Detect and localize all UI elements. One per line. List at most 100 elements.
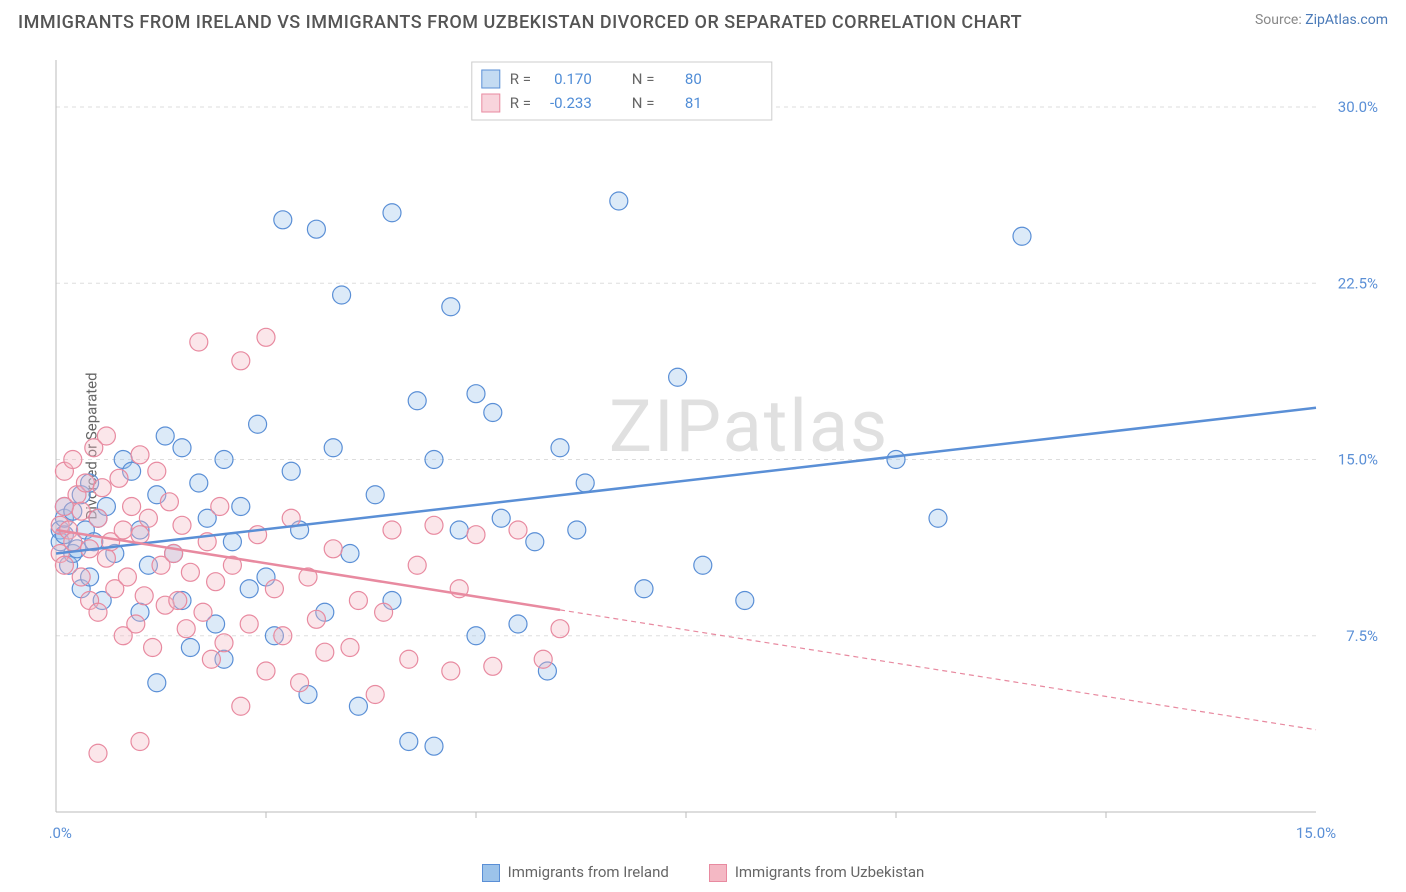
data-point (55, 556, 73, 574)
data-point (551, 620, 569, 638)
data-point (215, 451, 233, 469)
data-point (467, 627, 485, 645)
data-point (240, 615, 258, 633)
data-point (568, 521, 586, 539)
data-point (425, 737, 443, 755)
data-point (148, 462, 166, 480)
data-point (467, 385, 485, 403)
data-point (93, 479, 111, 497)
legend-swatch (709, 864, 727, 882)
data-point (181, 563, 199, 581)
data-point (307, 220, 325, 238)
data-point (131, 526, 149, 544)
data-point (324, 540, 342, 558)
data-point (232, 498, 250, 516)
data-point (76, 474, 94, 492)
data-point (349, 697, 367, 715)
data-point (635, 580, 653, 598)
data-point (118, 568, 136, 586)
chart-title: IMMIGRANTS FROM IRELAND VS IMMIGRANTS FR… (18, 12, 1022, 33)
x-tick-label: 0.0% (50, 824, 72, 842)
legend-r-value: 0.170 (554, 70, 592, 88)
data-point (240, 580, 258, 598)
watermark: ZIPatlas (609, 384, 889, 469)
data-point (551, 439, 569, 457)
data-point (366, 686, 384, 704)
data-point (156, 427, 174, 445)
legend-label: Immigrants from Ireland (508, 863, 669, 881)
data-point (173, 439, 191, 457)
data-point (72, 568, 90, 586)
data-point (257, 328, 275, 346)
data-point (526, 533, 544, 551)
data-point (223, 533, 241, 551)
y-tick-label: 22.5% (1338, 274, 1378, 292)
data-point (442, 662, 460, 680)
x-tick-label: 15.0% (1296, 824, 1336, 842)
data-point (148, 674, 166, 692)
data-point (114, 521, 132, 539)
data-point (375, 603, 393, 621)
data-point (425, 451, 443, 469)
data-point (736, 592, 754, 610)
legend-r-label: R = (510, 70, 531, 88)
data-point (467, 526, 485, 544)
data-point (97, 427, 115, 445)
data-point (160, 493, 178, 511)
data-point (929, 509, 947, 527)
data-point (89, 509, 107, 527)
legend-n-value: 81 (685, 94, 702, 112)
data-point (1013, 227, 1031, 245)
data-point (324, 439, 342, 457)
data-point (383, 521, 401, 539)
data-point (509, 521, 527, 539)
data-point (400, 650, 418, 668)
legend-n-value: 80 (685, 70, 702, 88)
data-point (169, 592, 187, 610)
data-point (349, 592, 367, 610)
y-tick-label: 7.5% (1346, 627, 1378, 645)
data-point (341, 639, 359, 657)
legend-swatch (482, 70, 500, 88)
data-point (89, 603, 107, 621)
data-point (442, 298, 460, 316)
data-point (274, 627, 292, 645)
data-point (257, 662, 275, 680)
data-point (265, 580, 283, 598)
y-tick-label: 30.0% (1338, 98, 1378, 116)
data-point (450, 521, 468, 539)
legend-label: Immigrants from Uzbekistan (735, 863, 925, 881)
data-point (484, 404, 502, 422)
legend-r-value: -0.233 (550, 94, 592, 112)
data-point (887, 451, 905, 469)
data-point (64, 451, 82, 469)
data-point (291, 674, 309, 692)
data-point (144, 639, 162, 657)
data-point (190, 474, 208, 492)
data-point (177, 620, 195, 638)
data-point (341, 545, 359, 563)
bottom-legend: Immigrants from Ireland Immigrants from U… (0, 863, 1406, 882)
source-link[interactable]: ZipAtlas.com (1305, 12, 1388, 28)
data-point (232, 697, 250, 715)
data-point (139, 509, 157, 527)
data-point (249, 415, 267, 433)
data-point (534, 650, 552, 668)
legend-swatch (482, 864, 500, 882)
data-point (181, 639, 199, 657)
legend-item: Immigrants from Ireland (482, 863, 669, 882)
data-point (215, 634, 233, 652)
data-point (408, 392, 426, 410)
data-point (425, 516, 443, 534)
data-point (123, 498, 141, 516)
data-point (135, 587, 153, 605)
data-point (333, 286, 351, 304)
data-point (307, 610, 325, 628)
data-point (694, 556, 712, 574)
legend-swatch (482, 94, 500, 112)
data-point (89, 744, 107, 762)
data-point (207, 573, 225, 591)
legend-n-label: N = (632, 70, 655, 88)
data-point (64, 533, 82, 551)
data-point (492, 509, 510, 527)
